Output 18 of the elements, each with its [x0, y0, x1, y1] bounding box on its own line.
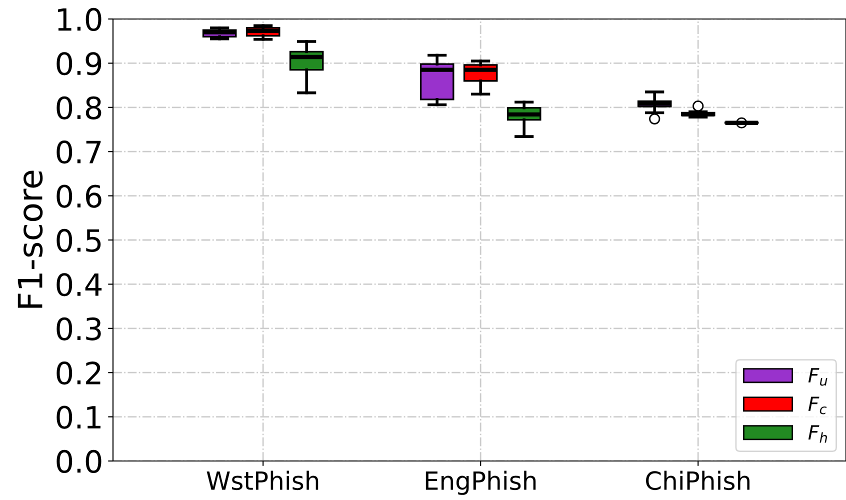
y-tick-label: 0.4: [56, 273, 102, 296]
y-tick-label: 0.3: [56, 317, 101, 340]
y-tick-label: 0.6: [56, 184, 102, 208]
y-tick-label: 0.2: [56, 362, 100, 385]
x-tick-label: WstPhish: [206, 470, 318, 490]
y-axis-title: F1-score: [18, 170, 43, 308]
y-tick-label: 0.1: [56, 406, 100, 429]
y-tick-label: 0.5: [56, 228, 101, 252]
legend-label: F$_{u}$: [808, 368, 828, 386]
y-tick-label: 0.9: [56, 52, 102, 76]
x-tick-label: EngPhish: [426, 470, 536, 495]
legend-label: F$_{h}$: [808, 425, 827, 443]
y-tick-label: 0.7: [56, 140, 101, 164]
y-tick-label: 0.0: [56, 450, 102, 474]
x-tick-label: ChiPhish: [646, 470, 750, 490]
y-tick-label: 1.0: [58, 8, 102, 32]
legend-label: F$_{c}$: [808, 396, 827, 414]
y-tick-label: 0.8: [56, 96, 102, 120]
